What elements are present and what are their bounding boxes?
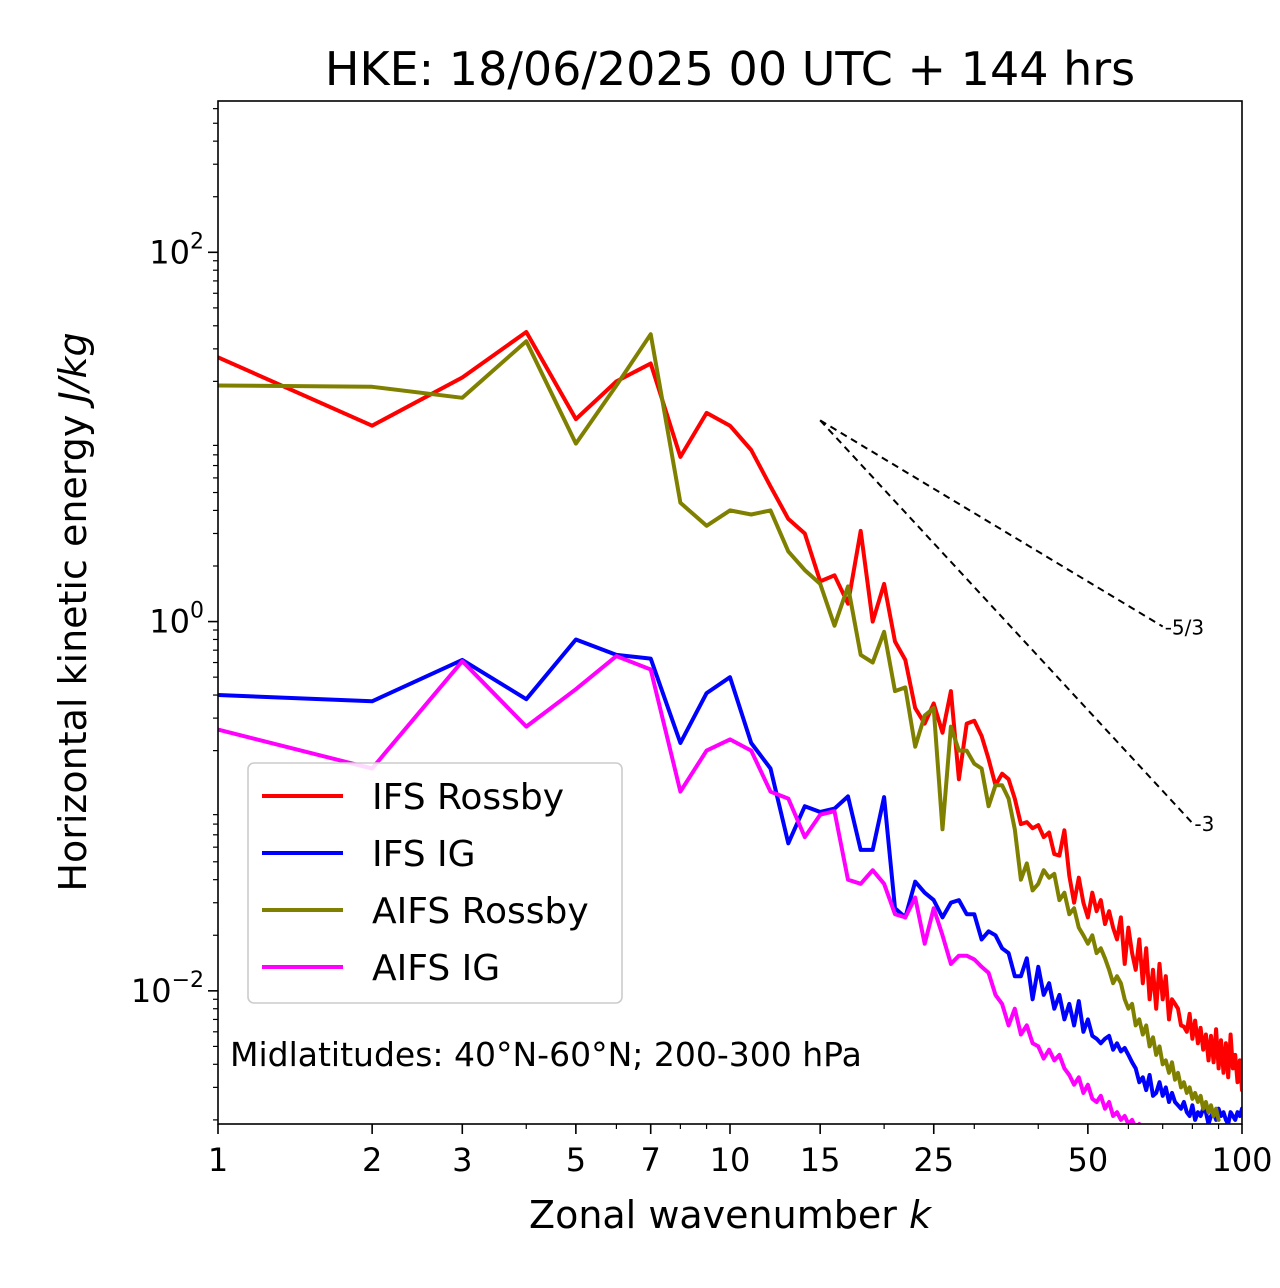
legend-label-ifs-ig: IFS IG xyxy=(372,834,476,875)
x-tick-label: 3 xyxy=(452,1141,472,1179)
series-line-ifs-rossby xyxy=(218,330,1242,1093)
y-tick-label: 10−2 xyxy=(131,968,204,1010)
y-axis-title: Horizontal kinetic energy J/kg xyxy=(51,332,95,891)
legend-label-aifs-rossby: AIFS Rossby xyxy=(372,891,589,932)
x-tick-label: 10 xyxy=(710,1141,751,1179)
legend-label-ifs-rossby: IFS Rossby xyxy=(372,777,564,818)
chart-title: HKE: 18/06/2025 00 UTC + 144 hrs xyxy=(325,42,1135,96)
x-tick-label: 25 xyxy=(913,1141,954,1179)
reference-line-3 xyxy=(819,419,1194,824)
x-tick-label: 5 xyxy=(566,1141,586,1179)
legend-box xyxy=(247,762,623,1004)
series-layer xyxy=(218,330,1242,1124)
reference-line-label: -3 xyxy=(1194,812,1214,836)
x-tick-label: 7 xyxy=(641,1141,661,1179)
reference-line-label: -5/3 xyxy=(1165,616,1204,640)
legend-label-aifs-ig: AIFS IG xyxy=(372,948,500,989)
x-tick-label: 50 xyxy=(1068,1141,1109,1179)
legend: IFS Rossby IFS IG AIFS Rossby AIFS IG xyxy=(247,762,623,1004)
y-tick-label: 100 xyxy=(149,599,204,641)
x-tick-label: 2 xyxy=(362,1141,382,1179)
x-tick-label: 100 xyxy=(1211,1141,1272,1179)
series-line-aifs-rossby xyxy=(218,332,1221,1122)
series-line-ifs-ig xyxy=(218,637,1242,1124)
reference-lines: -5/3 -3 xyxy=(819,419,1214,836)
y-tick-label: 102 xyxy=(149,229,204,271)
y-axis: 10−2 100 102 xyxy=(131,108,218,1121)
x-tick-label: 1 xyxy=(208,1141,228,1179)
region-annotation: Midlatitudes: 40°N-60°N; 200-300 hPa xyxy=(230,1035,862,1074)
x-tick-label: 15 xyxy=(800,1141,841,1179)
x-axis: 1 2 3 5 7 10 15 25 50 100 xyxy=(208,1124,1273,1179)
reference-line-5-3 xyxy=(819,419,1164,628)
x-axis-title: Zonal wavenumber k xyxy=(529,1193,933,1237)
series-line-aifs-ig xyxy=(218,654,1142,1124)
